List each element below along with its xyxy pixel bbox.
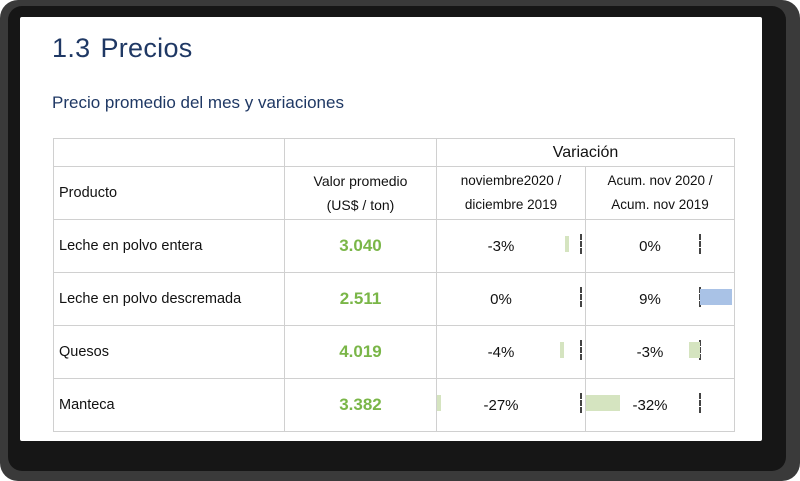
header-var-monthly-line1: noviembre2020 /: [460, 173, 562, 188]
bar-axis-line: [580, 393, 582, 413]
bar-axis-line: [699, 393, 701, 413]
header-var-monthly: noviembre2020 / diciembre 2019: [436, 166, 586, 220]
header-value: Valor promedio (US$ / ton): [284, 166, 437, 220]
table-header-row: Producto Valor promedio (US$ / ton) novi…: [53, 166, 735, 220]
header-var-accum-line2: Acum. nov 2019: [611, 197, 709, 212]
var-monthly-cell: -27%: [436, 378, 586, 432]
var-monthly-value: 0%: [490, 290, 512, 308]
header-var-monthly-line2: diciembre 2019: [464, 197, 558, 212]
positive-variation-bar: [700, 289, 733, 305]
section-number: 1.3: [52, 33, 91, 63]
negative-variation-bar: [559, 342, 564, 358]
negative-variation-bar: [586, 395, 620, 411]
var-monthly-value: -27%: [483, 396, 519, 414]
negative-variation-bar: [565, 236, 569, 252]
header-empty-value: [284, 138, 437, 167]
product-name: Quesos: [53, 325, 285, 379]
var-accum-value: -32%: [632, 396, 668, 414]
section-heading: 1.3 Precios: [52, 33, 193, 64]
table-row: Leche en polvo entera 3.040 -3% 0%: [53, 219, 735, 273]
var-monthly-value: -4%: [487, 343, 515, 361]
product-name: Leche en polvo entera: [53, 219, 285, 273]
section-title: Precios: [100, 33, 193, 63]
header-product: Producto: [53, 166, 285, 220]
header-value-line1: Valor promedio: [313, 173, 408, 189]
table-row: Leche en polvo descremada 2.511 0% 9%: [53, 272, 735, 326]
var-accum-cell: -32%: [585, 378, 735, 432]
table-row: Quesos 4.019 -4% -3%: [53, 325, 735, 379]
negative-variation-bar: [689, 342, 700, 358]
negative-variation-bar: [437, 395, 441, 411]
header-var-accum: Acum. nov 2020 / Acum. nov 2019: [585, 166, 735, 220]
prices-table: Variación Producto Valor promedio (US$ /…: [53, 138, 735, 432]
document-page: 1.3 Precios Precio promedio del mes y var…: [20, 17, 762, 441]
product-name: Leche en polvo descremada: [53, 272, 285, 326]
var-accum-cell: -3%: [585, 325, 735, 379]
product-value: 2.511: [284, 272, 437, 326]
var-accum-value: 9%: [639, 290, 661, 308]
table-subtitle: Precio promedio del mes y variaciones: [52, 93, 344, 112]
bar-axis-line: [699, 340, 701, 360]
table-row: Manteca 3.382 -27% -32%: [53, 378, 735, 432]
var-monthly-cell: 0%: [436, 272, 586, 326]
var-accum-cell: 0%: [585, 219, 735, 273]
var-monthly-value: -3%: [487, 237, 515, 255]
header-value-line2: (US$ / ton): [326, 197, 395, 213]
var-accum-cell: 9%: [585, 272, 735, 326]
var-monthly-cell: -4%: [436, 325, 586, 379]
header-empty-product: [53, 138, 285, 167]
bar-axis-line: [580, 234, 582, 254]
product-value: 3.382: [284, 378, 437, 432]
bar-axis-line: [699, 234, 701, 254]
var-accum-value: -3%: [636, 343, 664, 361]
bar-axis-line: [580, 287, 582, 307]
product-value: 3.040: [284, 219, 437, 273]
product-name: Manteca: [53, 378, 285, 432]
table-header-row-variation: Variación: [53, 138, 735, 167]
var-accum-value: 0%: [639, 237, 661, 255]
header-var-accum-line1: Acum. nov 2020 /: [607, 173, 713, 188]
bar-axis-line: [580, 340, 582, 360]
variation-header: Variación: [436, 138, 735, 167]
product-value: 4.019: [284, 325, 437, 379]
var-monthly-cell: -3%: [436, 219, 586, 273]
